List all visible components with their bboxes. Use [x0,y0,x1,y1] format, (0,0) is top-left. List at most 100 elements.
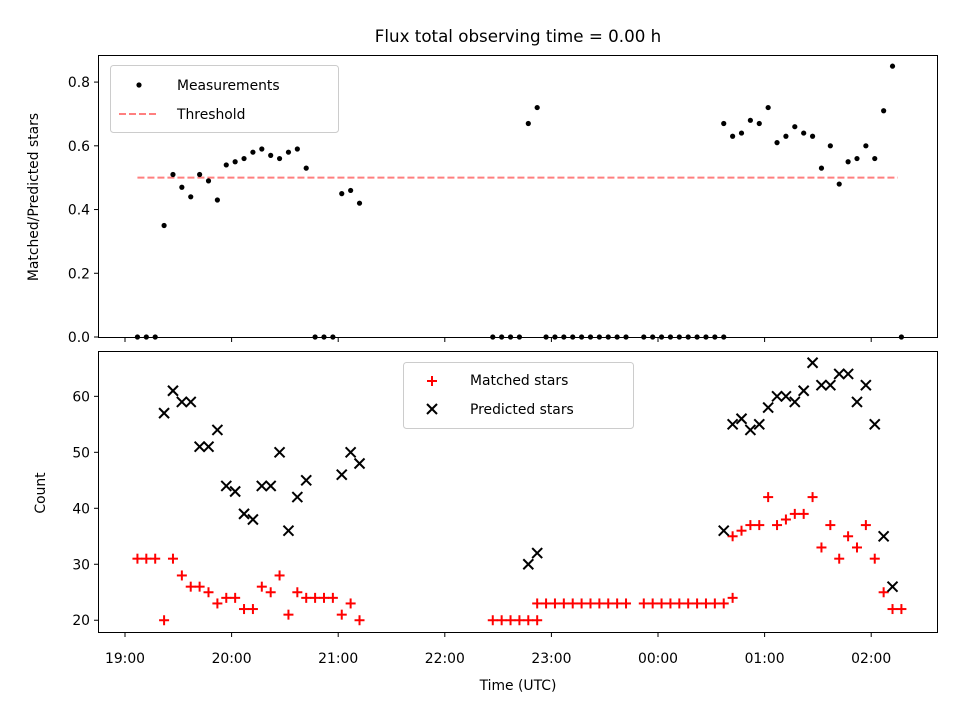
predicted-star-point [886,580,899,593]
bottom-axes-frame [98,351,938,633]
matched-star-point [763,492,774,503]
matched-star-point [834,553,845,564]
matched-star-point [798,508,809,519]
matched-star-point [301,592,312,603]
predicted-star-point [735,413,748,425]
matched-star-point [647,598,658,609]
measurement-point [792,124,798,130]
measurement-point [303,165,309,171]
matched-star-point [851,542,862,553]
matched-star-point [736,525,747,536]
matched-star-point [336,609,347,620]
x-tick-label: 02:00 [851,651,891,667]
matched-star-point [354,615,365,626]
matched-star-point [549,598,560,609]
measurement-point [525,120,531,127]
measurement-point [756,120,762,127]
matched-star-point [532,598,543,609]
measurement-point [809,133,816,139]
x-tick-label: 22:00 [425,651,465,667]
matched-star-point [727,592,738,603]
legend-measurements-marker [136,82,142,88]
predicted-star-point [273,446,286,459]
bottom-tick-layer: 20 30 40 50 60 19:00 20:00 21:00 22:00 23:00 00:00… [72,389,891,667]
matched-star-point [292,587,303,598]
measurement-point [721,120,727,127]
matched-star-point [860,520,871,531]
top-y-axis-label: Matched/Predicted stars [26,113,42,281]
matched-star-point [612,598,623,609]
matched-star-point [310,592,321,603]
matched-star-point [780,514,791,525]
predicted-star-point [824,379,837,391]
measurement-point [276,155,283,162]
matched-star-point [150,553,161,564]
measurement-point [774,140,780,146]
measurement-point [294,146,300,152]
top-y-tick-label: 0.4 [68,203,90,219]
measurement-point [339,191,345,197]
measurement-point [765,104,771,111]
bottom-marks-layer [132,357,907,626]
measurement-point [863,143,869,149]
matched-star-point [567,598,578,609]
matched-star-point [558,598,569,609]
legend-matched-label: Matched stars [470,373,568,389]
top-tick-layer: 0.0 0.2 0.4 0.6 0.8 [68,75,872,346]
measurement-point [241,155,247,162]
top-legend: Measurements Threshold [110,65,339,133]
measurement-point [179,184,185,190]
matched-star-point [505,615,516,626]
bottom-y-tick-label: 50 [72,445,90,461]
measurement-point [348,187,354,194]
matched-star-point [176,570,187,581]
predicted-star-point [220,480,232,492]
matched-star-point [541,598,552,609]
top-panel: 0.00.20.40.60.8 Matched/Predicted stars … [26,55,938,346]
top-y-tick-label: 0.8 [68,75,90,91]
predicted-star-point [753,418,765,431]
measurement-point [259,146,265,152]
measurement-point [730,133,736,139]
matched-star-point [256,581,267,592]
x-tick-label: 20:00 [212,651,252,667]
bottom-legend: Matched stars Predicted stars [403,362,634,429]
matched-star-point [194,581,205,592]
matched-star-point [345,598,356,609]
bottom-legend-box [403,362,634,429]
matched-star-point [745,520,756,531]
predicted-star-point [806,357,819,369]
measurement-point [232,159,238,165]
measurement-point [161,222,167,229]
predicted-star-point [158,407,170,419]
measurement-point [889,63,896,69]
matched-star-point [718,598,729,609]
predicted-star-point [256,480,268,492]
measurement-point [250,149,256,155]
matched-star-point [656,598,667,609]
measurement-point [747,117,753,123]
matched-star-point [896,604,907,615]
top-legend-box [110,65,339,133]
legend-predicted-marker [426,403,438,415]
legend-threshold-label: Threshold [176,107,245,123]
matched-star-point [825,520,836,531]
matched-star-point [221,592,232,603]
predicted-star-point [789,396,801,408]
measurement-point [170,171,176,178]
matched-star-point [727,531,738,542]
measurement-point [738,130,745,136]
matched-star-point [594,598,605,609]
x-tick-label: 00:00 [638,651,678,667]
predicted-star-point [193,441,206,453]
measurement-point [818,165,825,171]
matched-star-point [212,598,223,609]
top-y-tick-label: 0.2 [68,266,90,282]
legend-matched-marker [427,376,437,386]
matched-star-point [887,604,898,615]
top-axes-frame [98,55,938,338]
measurement-point [854,155,860,162]
matched-star-point [167,553,178,564]
predicted-star-point [336,469,348,481]
